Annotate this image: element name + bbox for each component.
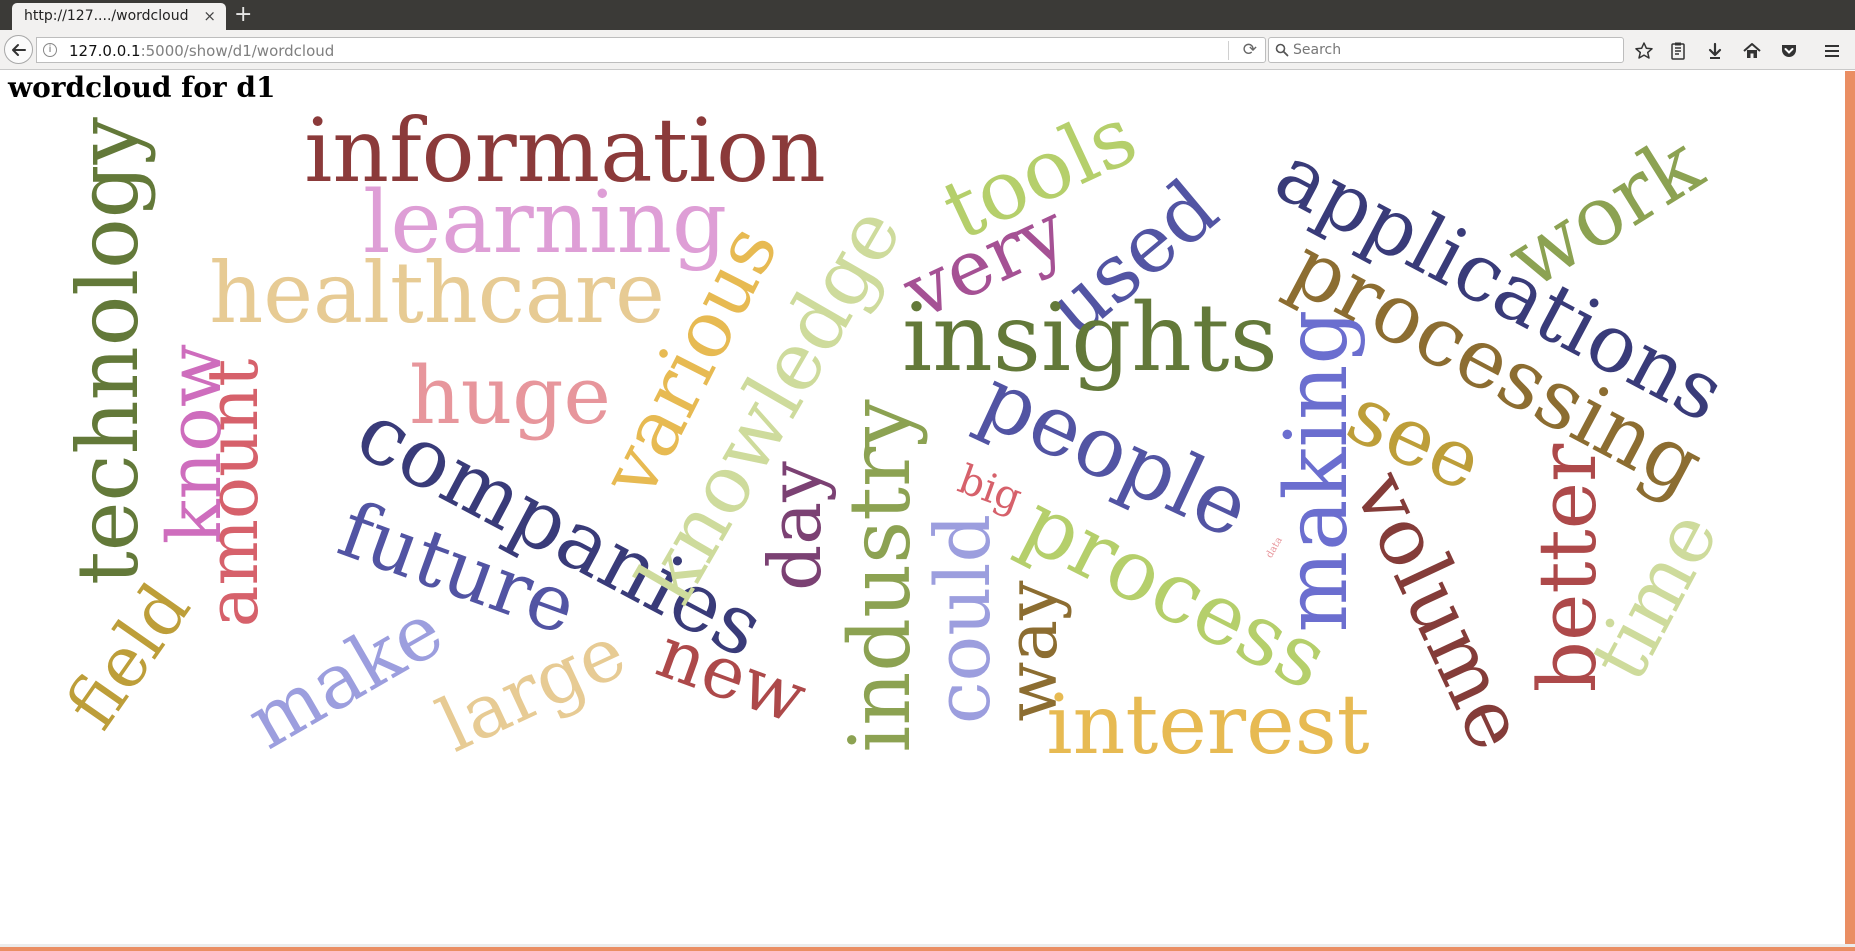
tab-title: http://127..../wordcloud bbox=[24, 8, 189, 24]
tab-close-icon[interactable]: × bbox=[203, 7, 216, 25]
pocket-icon[interactable] bbox=[1779, 41, 1801, 61]
navigation-toolbar: i 127.0.0.1:5000/show/d1/wordcloud ⟳ bbox=[0, 30, 1855, 70]
word-cloud: information learning healthcare technolo… bbox=[0, 71, 1845, 944]
word-industry: industry bbox=[831, 399, 929, 753]
tab-bar: http://127..../wordcloud × + bbox=[0, 0, 1855, 30]
page-title: wordcloud for d1 bbox=[8, 71, 276, 104]
page-content: wordcloud for d1 bbox=[0, 71, 1845, 944]
back-arrow-icon bbox=[12, 44, 26, 56]
word-could: could bbox=[918, 513, 1007, 725]
search-bar[interactable] bbox=[1268, 37, 1624, 63]
bottom-accent-line bbox=[0, 947, 1855, 951]
word-making: making bbox=[1267, 309, 1367, 633]
reload-icon[interactable]: ⟳ bbox=[1242, 40, 1257, 60]
download-icon[interactable] bbox=[1705, 41, 1727, 61]
reading-list-icon[interactable] bbox=[1668, 41, 1690, 61]
home-icon[interactable] bbox=[1742, 41, 1764, 61]
word-big: big bbox=[952, 456, 1028, 522]
search-icon bbox=[1275, 43, 1289, 57]
bookmark-star-icon[interactable] bbox=[1634, 41, 1656, 61]
word-huge: huge bbox=[409, 349, 611, 442]
word-volume: volume bbox=[1336, 458, 1545, 764]
word-interest: interest bbox=[1046, 678, 1370, 773]
page-info-icon[interactable]: i bbox=[43, 43, 57, 57]
url-host: 127.0.0.1 bbox=[69, 42, 141, 60]
url-path: :5000/show/d1/wordcloud bbox=[140, 42, 335, 60]
browser-tab[interactable]: http://127..../wordcloud × bbox=[12, 3, 226, 30]
url-separator bbox=[1228, 41, 1229, 60]
word-learning: learning bbox=[362, 173, 728, 273]
back-button[interactable] bbox=[4, 35, 33, 64]
word-field: field bbox=[49, 568, 207, 744]
scrollbar[interactable] bbox=[1845, 71, 1855, 944]
word-healthcare: healthcare bbox=[209, 244, 665, 342]
word-technology: technology bbox=[59, 117, 157, 585]
word-new: new bbox=[646, 609, 818, 741]
word-insights: insights bbox=[902, 284, 1278, 393]
search-input[interactable] bbox=[1293, 40, 1613, 60]
word-work: work bbox=[1491, 117, 1719, 309]
address-bar[interactable]: i 127.0.0.1:5000/show/d1/wordcloud ⟳ bbox=[36, 37, 1266, 63]
word-day: day bbox=[753, 461, 837, 591]
word-information: information bbox=[304, 99, 826, 202]
url-text[interactable]: 127.0.0.1:5000/show/d1/wordcloud bbox=[69, 42, 334, 60]
word-amount: amount bbox=[192, 358, 274, 628]
new-tab-icon[interactable]: + bbox=[234, 2, 253, 27]
menu-icon[interactable] bbox=[1822, 41, 1844, 61]
